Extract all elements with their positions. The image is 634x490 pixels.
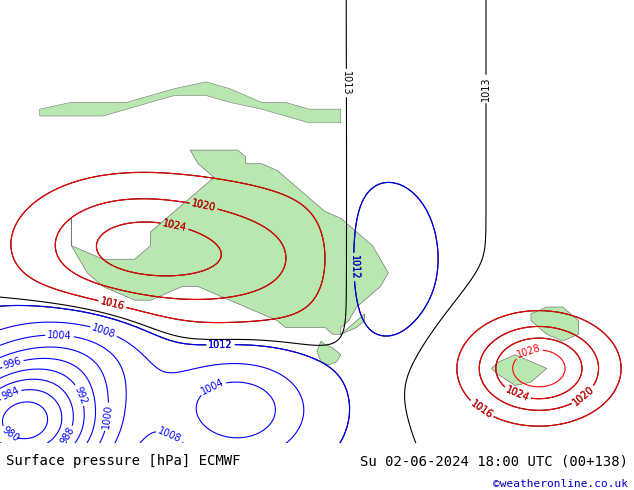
Text: 1016: 1016 xyxy=(469,398,495,421)
Text: 1016: 1016 xyxy=(469,398,495,421)
Text: 1028: 1028 xyxy=(515,343,542,360)
Text: 1012: 1012 xyxy=(349,254,359,279)
Text: 1013: 1013 xyxy=(341,71,351,96)
Text: 992: 992 xyxy=(72,385,89,406)
Text: 1024: 1024 xyxy=(504,385,531,404)
Polygon shape xyxy=(317,341,341,365)
Text: Su 02-06-2024 18:00 UTC (00+138): Su 02-06-2024 18:00 UTC (00+138) xyxy=(359,454,628,468)
Text: 1024: 1024 xyxy=(504,385,531,404)
Text: 1012: 1012 xyxy=(208,340,233,350)
Text: 1004: 1004 xyxy=(47,330,72,341)
Text: Surface pressure [hPa] ECMWF: Surface pressure [hPa] ECMWF xyxy=(6,454,241,468)
Text: 1016: 1016 xyxy=(99,296,126,312)
Polygon shape xyxy=(531,307,579,341)
Polygon shape xyxy=(491,355,547,386)
Text: 980: 980 xyxy=(0,425,20,444)
Text: 1000: 1000 xyxy=(101,404,114,430)
Polygon shape xyxy=(40,82,341,123)
Text: 984: 984 xyxy=(0,386,21,402)
Text: 1008: 1008 xyxy=(91,322,117,340)
Text: ©weatheronline.co.uk: ©weatheronline.co.uk xyxy=(493,479,628,490)
Text: 1013: 1013 xyxy=(481,77,491,101)
Text: 1016: 1016 xyxy=(99,296,126,312)
Polygon shape xyxy=(72,150,388,334)
Text: 1020: 1020 xyxy=(190,198,217,213)
Text: 1024: 1024 xyxy=(162,218,188,233)
Text: 996: 996 xyxy=(3,356,23,371)
Text: 1012: 1012 xyxy=(349,254,359,279)
Text: 1020: 1020 xyxy=(190,198,217,213)
Text: 1020: 1020 xyxy=(571,384,597,408)
Text: 1020: 1020 xyxy=(571,384,597,408)
Text: 1012: 1012 xyxy=(208,340,233,350)
Text: 988: 988 xyxy=(59,426,77,446)
Text: 1004: 1004 xyxy=(199,377,226,397)
Text: 1024: 1024 xyxy=(162,218,188,233)
Text: 1008: 1008 xyxy=(157,426,183,445)
